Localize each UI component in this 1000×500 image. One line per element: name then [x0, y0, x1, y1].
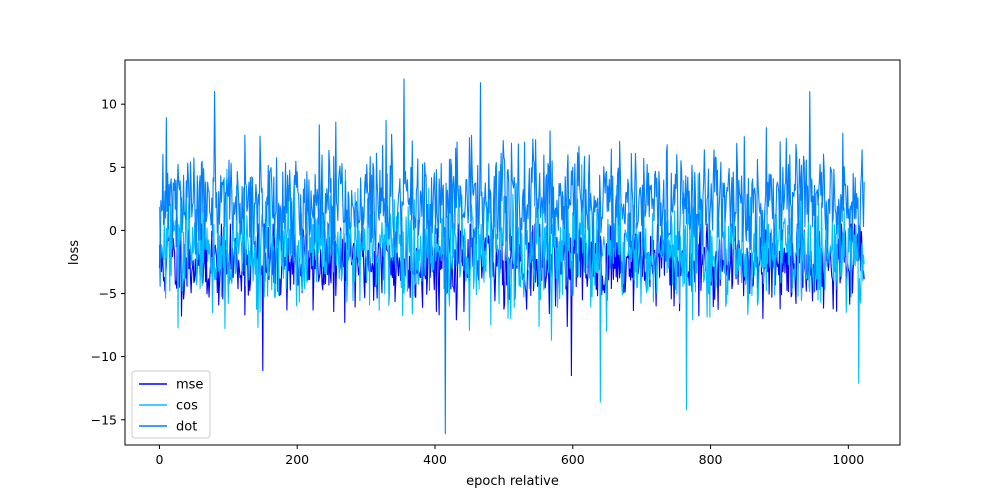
y-tick-label: −5 — [99, 286, 117, 301]
y-axis-title: loss — [67, 240, 82, 265]
y-tick-label: 10 — [101, 97, 117, 112]
x-tick-label: 200 — [285, 452, 309, 467]
legend-label-mse: mse — [176, 378, 203, 393]
y-tick-label: −15 — [91, 412, 117, 427]
x-tick-label: 0 — [155, 452, 163, 467]
x-axis-title: epoch relative — [466, 474, 559, 489]
axes-frame — [124, 59, 901, 446]
axes-layer: 0 200 400 600 800 1000 −15 −10 −5 0 5 10 — [91, 59, 901, 467]
legend-label-dot: dot — [176, 420, 197, 435]
x-tick-label: 600 — [561, 452, 585, 467]
y-tick-label: 0 — [109, 223, 117, 238]
x-tick-label: 800 — [699, 452, 723, 467]
legend-label-cos: cos — [176, 399, 198, 414]
x-tick-label: 400 — [423, 452, 447, 467]
legend: mse cos dot — [131, 370, 211, 439]
y-tick-label: 5 — [109, 160, 117, 175]
series-layer — [158, 78, 865, 435]
legend-box — [131, 370, 211, 439]
y-tick-label: −10 — [91, 349, 117, 364]
x-tick-label: 1000 — [832, 452, 864, 467]
series-line-cos — [158, 164, 865, 411]
series-line-dot — [158, 78, 865, 435]
